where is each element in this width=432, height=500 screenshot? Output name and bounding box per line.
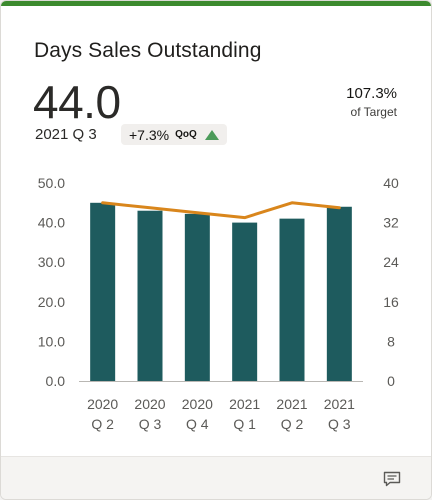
y-left-tick-label: 20.0	[38, 294, 65, 310]
y-right-tick-label: 32	[383, 215, 399, 231]
target-value: 107.3%	[346, 85, 397, 102]
triangle-up-icon	[204, 129, 219, 140]
y-left-tick-label: 0.0	[46, 373, 66, 389]
card-footer	[1, 456, 431, 499]
change-label: QoQ	[175, 129, 197, 140]
kpi-value: 44.0	[33, 76, 121, 128]
y-right-tick-label: 0	[387, 373, 395, 389]
dso-chart: 0.0 10.0 20.0 30.0 40.0 50.0 0 8 16 24 32 40 2020 Q 2…	[38, 175, 399, 432]
x-tick-label: Q 4	[186, 416, 209, 432]
y-left-tick-label: 10.0	[38, 333, 65, 349]
x-tick-label: Q 2	[281, 416, 304, 432]
x-tick-label: Q 1	[233, 416, 256, 432]
card-title: Days Sales Outstanding	[34, 39, 262, 62]
y-right-tick-label: 8	[387, 333, 395, 349]
bar	[326, 206, 352, 381]
bar	[232, 222, 258, 381]
x-tick-label: Q 2	[91, 416, 114, 432]
x-tick-label: Q 3	[139, 416, 162, 432]
y-right-tick-label: 24	[383, 254, 399, 270]
y-right-tick-label: 16	[383, 294, 399, 310]
y-left-tick-label: 50.0	[38, 175, 65, 191]
x-tick-label: 2020	[182, 396, 213, 412]
bar	[137, 210, 163, 381]
change-value: +7.3%	[129, 126, 170, 143]
target-label: of Target	[350, 105, 397, 119]
comment-icon[interactable]	[383, 471, 401, 487]
x-tick-label: 2021	[229, 396, 260, 412]
x-tick-label: Q 3	[328, 416, 351, 432]
y-left-tick-label: 40.0	[38, 215, 65, 231]
card-accent-bar	[1, 1, 431, 6]
x-tick-label: 2020	[134, 396, 165, 412]
kpi-period: 2021 Q 3	[35, 126, 97, 143]
bar	[90, 202, 116, 381]
y-left-tick-label: 30.0	[38, 254, 65, 270]
y-right-tick-label: 40	[383, 175, 399, 191]
bar	[184, 213, 210, 381]
bar	[279, 218, 305, 381]
x-tick-label: 2021	[324, 396, 355, 412]
x-tick-label: 2020	[87, 396, 118, 412]
target-line	[101, 201, 341, 220]
change-badge: +7.3% QoQ	[121, 124, 227, 145]
x-tick-label: 2021	[276, 396, 307, 412]
